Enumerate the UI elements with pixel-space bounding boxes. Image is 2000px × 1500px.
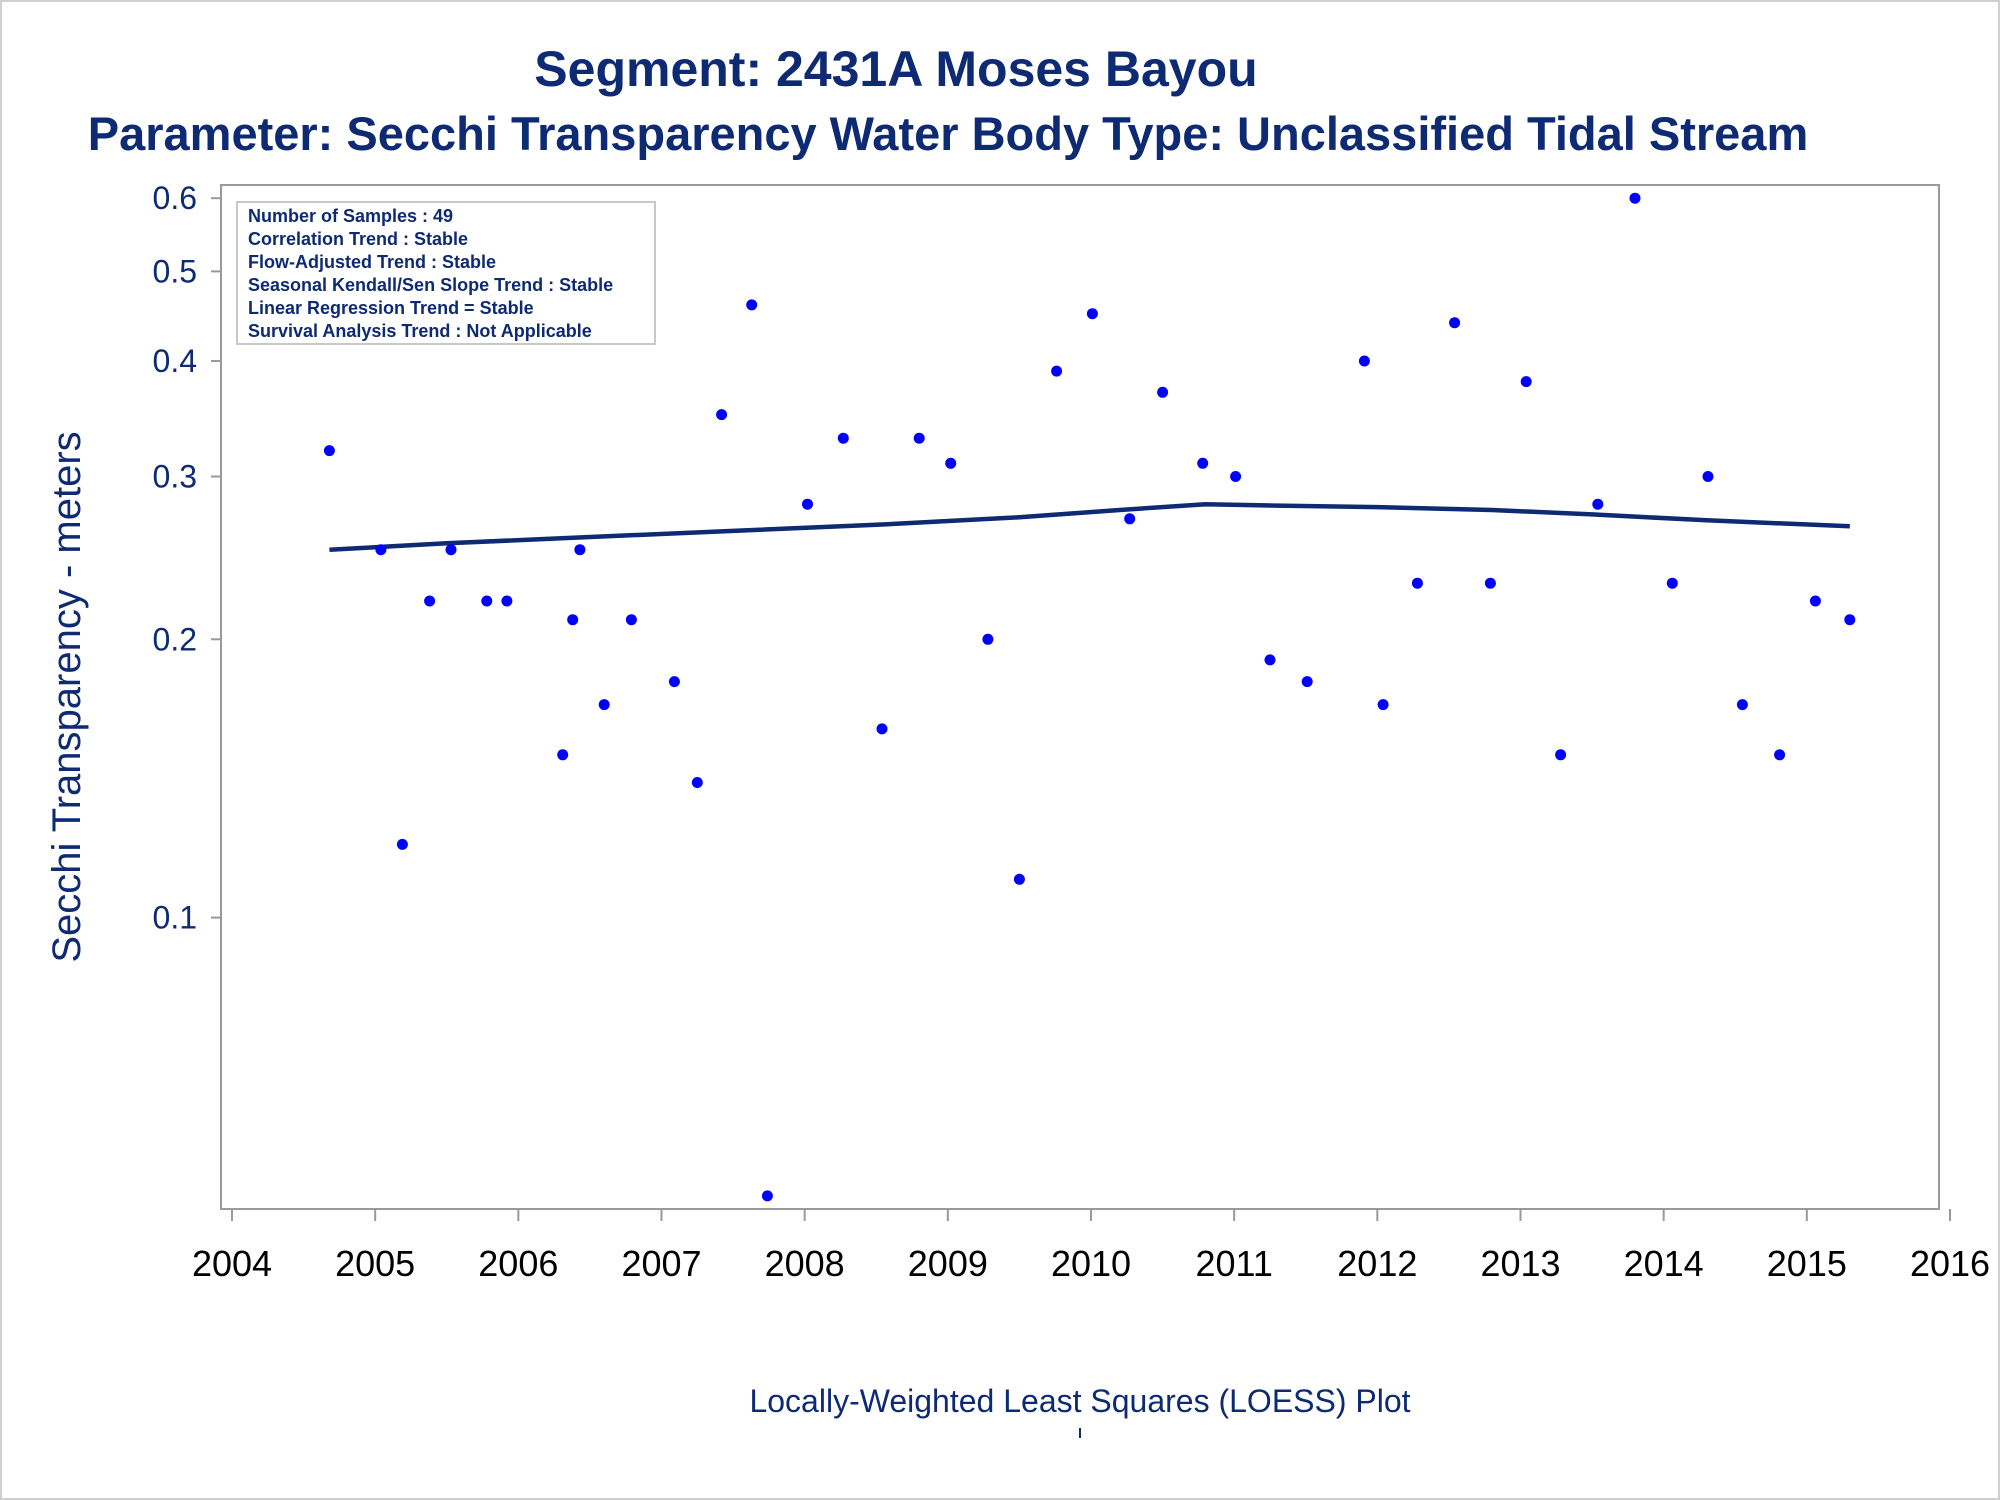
data-point: [1358, 355, 1370, 367]
data-point: [746, 299, 758, 311]
y-tick-label: 0.5: [153, 253, 197, 289]
x-tick-label: 2009: [908, 1243, 988, 1284]
x-tick-label: 2015: [1767, 1243, 1847, 1284]
data-point: [1736, 699, 1748, 711]
x-tick-label: 2008: [765, 1243, 845, 1284]
chart-title: Segment: 2431A Moses Bayou: [534, 41, 1258, 97]
data-point: [323, 445, 335, 457]
y-axis-label: Secchi Transparency - meters: [45, 431, 89, 962]
x-tick-label: 2014: [1624, 1243, 1704, 1284]
x-tick-label: 2007: [621, 1243, 701, 1284]
data-point: [1301, 676, 1313, 688]
data-point: [982, 633, 994, 645]
data-point: [1520, 376, 1532, 388]
y-tick-label: 0.2: [153, 621, 197, 657]
data-point: [1592, 498, 1604, 510]
data-point: [1555, 749, 1567, 761]
data-point: [375, 544, 387, 556]
x-tick-label: 2005: [335, 1243, 415, 1284]
data-point: [1264, 654, 1276, 666]
data-point: [876, 723, 888, 735]
y-tick-label: 0.3: [153, 458, 197, 494]
data-point: [1230, 471, 1242, 482]
y-tick-label: 0.1: [153, 900, 197, 936]
data-point: [1411, 577, 1423, 589]
data-point: [945, 457, 957, 469]
data-point: [837, 432, 849, 444]
info-line-linear-regression: Linear Regression Trend = Stable: [248, 298, 534, 318]
data-point: [668, 676, 680, 688]
data-point: [1484, 577, 1496, 589]
data-point: [691, 777, 703, 788]
data-point: [1844, 614, 1856, 626]
data-point: [1702, 471, 1714, 482]
data-point: [567, 614, 579, 626]
data-point: [1013, 873, 1025, 885]
data-point: [802, 498, 813, 510]
x-tick-label: 2010: [1051, 1243, 1131, 1284]
x-tick-label: 2004: [192, 1243, 272, 1284]
x-tick-label: 2013: [1480, 1243, 1560, 1284]
data-point: [1449, 317, 1461, 329]
data-point: [424, 595, 436, 607]
footer-caption: Locally-Weighted Least Squares (LOESS) P…: [749, 1383, 1411, 1419]
loess-curve: [329, 501, 1850, 552]
data-point: [1197, 457, 1209, 469]
data-point: [598, 699, 610, 711]
chart-subtitle: Parameter: Secchi Transparency Water Bod…: [87, 107, 1809, 160]
data-point: [1774, 749, 1786, 761]
data-point: [1157, 386, 1169, 398]
data-point: [1809, 595, 1821, 607]
data-point: [445, 544, 457, 556]
data-point: [1666, 577, 1678, 589]
data-point: [716, 409, 728, 421]
footer-mark: [1079, 1428, 1081, 1438]
info-line-survival-analysis: Survival Analysis Trend : Not Applicable: [248, 321, 592, 341]
x-tick-label: 2011: [1195, 1243, 1272, 1284]
trend-info-box: Number of Samples : 49 Correlation Trend…: [236, 201, 656, 345]
data-point: [574, 544, 586, 556]
data-point: [396, 838, 408, 850]
y-tick-label: 0.4: [153, 343, 197, 379]
data-point: [1124, 513, 1136, 525]
info-line-samples: Number of Samples : 49: [248, 206, 454, 226]
x-tick-label: 2012: [1337, 1243, 1417, 1284]
data-point: [1086, 308, 1098, 320]
data-point: [1377, 699, 1389, 711]
data-point: [501, 595, 513, 607]
info-line-flow-adjusted: Flow-Adjusted Trend : Stable: [248, 252, 497, 272]
x-tick-label: 2006: [478, 1243, 558, 1284]
info-line-correlation: Correlation Trend : Stable: [248, 229, 469, 249]
data-point: [1051, 365, 1063, 377]
data-point: [761, 1190, 773, 1202]
y-tick-label: 0.6: [153, 180, 197, 216]
data-point: [557, 749, 569, 761]
data-point: [625, 614, 637, 626]
plot-area-frame: [220, 184, 1940, 1210]
info-line-seasonal-kendall: Seasonal Kendall/Sen Slope Trend : Stabl…: [248, 275, 614, 295]
x-tick-label: 2016: [1910, 1243, 1990, 1284]
data-point: [1629, 192, 1641, 204]
data-point: [913, 432, 925, 444]
data-point: [481, 595, 493, 607]
